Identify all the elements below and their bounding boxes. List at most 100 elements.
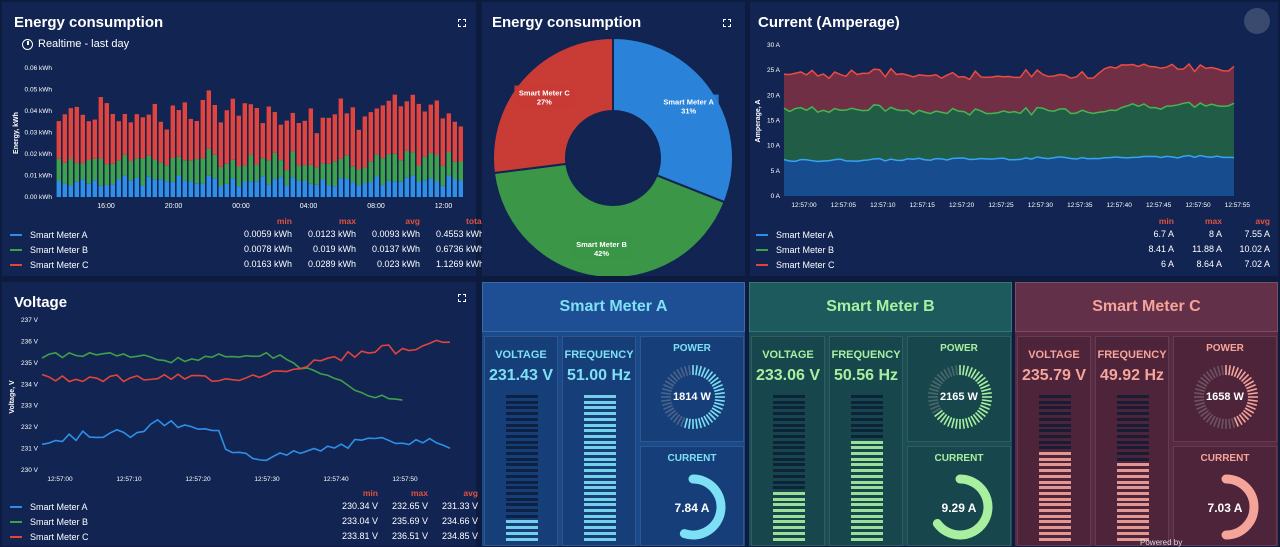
voltage-level-bar <box>506 395 538 545</box>
bar-segment <box>194 159 199 184</box>
bar-segment <box>182 102 187 161</box>
series-line-meter-c <box>41 339 451 383</box>
legend-value: 0.0123 kWh <box>307 229 356 239</box>
legend-value: 0.0093 kWh <box>371 229 420 239</box>
tick-label: 230 V <box>21 467 39 474</box>
energy-bar-chart: 0.06 kWh 0.05 kWh 0.04 kWh 0.03 kWh 0.02 kWh… <box>13 65 463 210</box>
legend-value: 7.55 A <box>1244 229 1270 239</box>
pie-slice <box>612 36 734 204</box>
legend-value: 233.04 V <box>341 516 378 526</box>
timewindow-selector[interactable]: Realtime - last day <box>22 38 129 50</box>
gauge-tick <box>667 409 677 418</box>
bar-segment <box>116 121 121 161</box>
bar-segment <box>314 184 319 197</box>
tick-label: 234 V <box>21 381 39 388</box>
tick-label: 0.04 kWh <box>25 108 53 115</box>
bar-segment <box>434 155 439 182</box>
meter-title: Smart Meter A <box>482 282 745 332</box>
gauge-tick <box>700 367 706 377</box>
gauge-tick <box>1209 415 1216 426</box>
fullscreen-icon[interactable] <box>457 293 467 303</box>
legend-item[interactable]: Smart Meter C <box>10 530 89 544</box>
bar-segment <box>422 111 427 157</box>
gauge-tick <box>1205 371 1214 381</box>
legend-label: Smart Meter C <box>776 260 835 270</box>
meter-title: Smart Meter B <box>749 282 1012 332</box>
gauge-tick <box>705 371 714 381</box>
gauge-tick <box>1242 376 1252 385</box>
y-axis-label: Amperage, A <box>755 100 762 143</box>
gauge-tick <box>680 417 686 427</box>
legend-swatch <box>756 234 768 236</box>
fullscreen-icon[interactable] <box>457 18 467 28</box>
gauge-tick <box>672 413 681 423</box>
gauge-tick <box>695 365 698 376</box>
bar-segment <box>452 178 457 197</box>
tick-label: 12:57:40 <box>323 476 349 483</box>
gauge-tick <box>980 404 990 410</box>
tick-label: 15 A <box>767 118 781 125</box>
legend-item[interactable]: Smart Meter C <box>756 258 835 272</box>
gauge-tick <box>1221 418 1224 429</box>
bar-segment <box>146 176 151 197</box>
gauge-tick <box>1213 367 1219 377</box>
bar-segment <box>362 116 367 168</box>
legend-value: 0.019 kWh <box>312 244 356 254</box>
gauge-tick <box>1194 399 1205 402</box>
bar-segment <box>134 114 139 159</box>
bar-segment <box>86 183 91 197</box>
bar-segment <box>380 158 385 185</box>
area-meter-c <box>784 63 1234 115</box>
legend-label: Smart Meter C <box>30 260 89 270</box>
legend-item[interactable]: Smart Meter B <box>756 243 834 257</box>
bar-segment <box>164 181 169 197</box>
tick-label: 12:57:35 <box>1067 202 1093 209</box>
gauge-tick <box>930 384 940 390</box>
bar-segment <box>158 121 163 163</box>
bar-segment <box>176 156 181 176</box>
bar-segment <box>404 101 409 151</box>
legend-item[interactable]: Smart Meter C <box>10 258 89 272</box>
bar-segment <box>176 110 181 157</box>
frequency-value: 51.00 Hz <box>566 367 632 384</box>
legend-item[interactable]: Smart Meter A <box>756 228 834 242</box>
gauge-tick <box>978 380 989 387</box>
legend-label: Smart Meter A <box>30 230 88 240</box>
bar-segment <box>326 117 331 164</box>
bar-segment <box>308 164 313 184</box>
gauge-tick <box>661 392 672 395</box>
power-label: POWER <box>673 343 711 354</box>
gauge-tick <box>1246 404 1256 410</box>
bar-segment <box>260 176 265 197</box>
bar-segment <box>386 154 391 181</box>
gauge-tick <box>663 384 673 390</box>
bar-segment <box>392 153 397 182</box>
legend-item[interactable]: Smart Meter B <box>10 515 88 529</box>
fullscreen-icon[interactable] <box>1244 8 1270 34</box>
gauge-tick <box>955 365 958 376</box>
voltage-panel: Voltage 237 V 236 V 235 V 234 V 233 V 232 V 23… <box>2 282 478 546</box>
tick-label: 12:57:40 <box>1107 202 1133 209</box>
gauge-tick <box>1244 407 1255 414</box>
tick-label: 5 A <box>771 168 781 175</box>
bar-segment <box>374 176 379 197</box>
fullscreen-icon[interactable] <box>722 18 732 28</box>
bar-segment <box>152 159 157 180</box>
legend-item[interactable]: Smart Meter A <box>10 228 88 242</box>
legend-item[interactable]: Smart Meter B <box>10 243 88 257</box>
gauge-tick <box>1236 415 1243 426</box>
legend-value: 0.0078 kWh <box>243 244 292 254</box>
bar-segment <box>338 98 343 159</box>
bar-segment <box>206 175 211 197</box>
legend-item[interactable]: Smart Meter A <box>10 500 88 514</box>
tick-label: 04:00 <box>300 203 318 210</box>
gauge-tick <box>669 411 679 421</box>
gauge-tick <box>1238 413 1247 423</box>
bar-segment <box>422 156 427 181</box>
legend-value: 234.66 V <box>441 516 478 526</box>
bar-segment <box>356 169 361 186</box>
bar-segment <box>224 110 229 164</box>
bar-segment <box>206 148 211 176</box>
tick-label: 12:57:20 <box>949 202 975 209</box>
meter-card: Smart Meter C VOLTAGE 235.79 V FREQUENCY 49.… <box>1015 282 1278 546</box>
